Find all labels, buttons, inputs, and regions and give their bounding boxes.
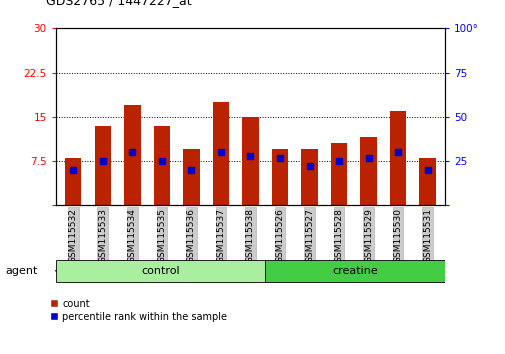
- Bar: [271, 149, 287, 205]
- Bar: [360, 137, 376, 205]
- Bar: [65, 158, 81, 205]
- Bar: [154, 126, 170, 205]
- Bar: [183, 149, 199, 205]
- FancyBboxPatch shape: [56, 260, 265, 282]
- Text: creatine: creatine: [332, 266, 378, 276]
- Bar: [330, 143, 346, 205]
- Bar: [124, 105, 140, 205]
- Bar: [301, 149, 317, 205]
- Bar: [213, 102, 229, 205]
- Text: control: control: [141, 266, 179, 276]
- Bar: [242, 117, 258, 205]
- Bar: [389, 111, 406, 205]
- Text: agent: agent: [5, 266, 37, 276]
- Bar: [419, 158, 435, 205]
- Bar: [94, 126, 111, 205]
- Text: GDS2765 / 1447227_at: GDS2765 / 1447227_at: [45, 0, 191, 7]
- Legend: count, percentile rank within the sample: count, percentile rank within the sample: [50, 299, 227, 321]
- FancyBboxPatch shape: [265, 260, 444, 282]
